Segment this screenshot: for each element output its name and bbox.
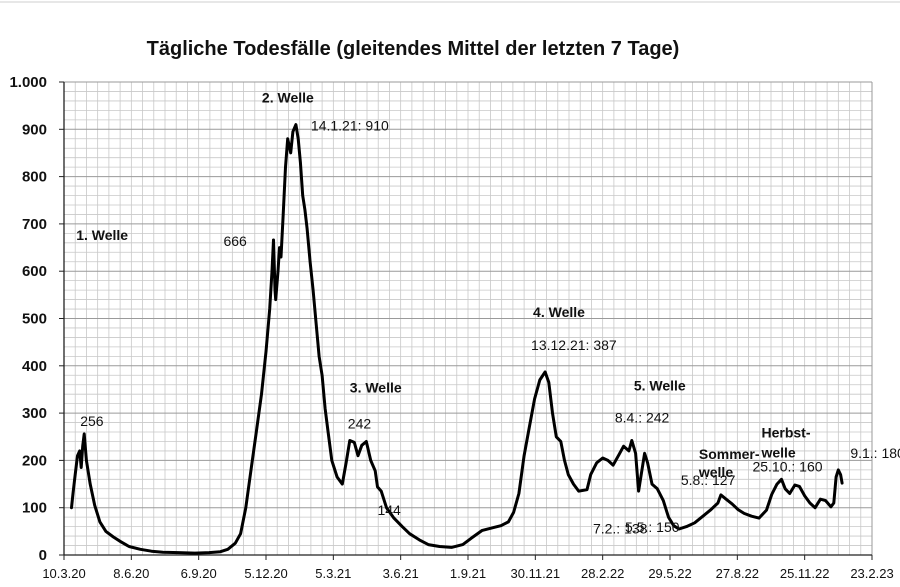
y-tick-label: 200 [22, 452, 47, 469]
wave-label: welle [760, 444, 795, 460]
x-tick-label: 3.6.21 [383, 566, 419, 581]
wave-label: 3. Welle [350, 380, 402, 396]
x-tick-label: 8.6.20 [113, 566, 149, 581]
wave-label: Herbst- [761, 424, 810, 440]
data-label: 14.1.21: 910 [311, 118, 389, 134]
x-tick-label: 27.8.22 [716, 566, 759, 581]
y-tick-label: 800 [22, 169, 47, 186]
x-tick-label: 5.3.21 [315, 566, 351, 581]
data-label: 13.12.21: 387 [531, 337, 617, 353]
x-tick-label: 23.2.23 [850, 566, 893, 581]
series-group [70, 123, 844, 555]
y-tick-label: 600 [22, 263, 47, 280]
y-tick-label: 1.000 [9, 74, 47, 91]
x-axis-ticks: 10.3.20 8.6.20 6.9.20 5.12.20 5.3.21 3.6.21 1.… [42, 555, 894, 581]
data-label: 666 [223, 233, 247, 249]
data-label: 25.10.: 160 [752, 458, 822, 474]
y-tick-label: 900 [22, 121, 47, 138]
y-tick-label: 400 [22, 358, 47, 375]
y-tick-label: 700 [22, 216, 47, 233]
data-label: 5.5.: 150 [625, 519, 680, 535]
y-tick-label: 100 [22, 500, 47, 517]
y-tick-label: 0 [39, 547, 47, 564]
grid [64, 81, 873, 555]
x-tick-label: 1.9.21 [450, 566, 486, 581]
y-tick-label: 500 [22, 311, 47, 328]
x-tick-label: 10.3.20 [42, 566, 85, 581]
wave-label: Sommer- [699, 446, 760, 462]
x-tick-label: 5.12.20 [244, 566, 287, 581]
x-tick-label: 28.2.22 [581, 566, 624, 581]
wave-label: welle [698, 464, 733, 480]
data-label: 256 [80, 413, 104, 429]
x-tick-label: 6.9.20 [181, 566, 217, 581]
data-label: 7.2.: 138 [593, 521, 648, 537]
y-tick-label: 300 [22, 405, 47, 422]
data-label: 144 [377, 502, 401, 518]
data-label: 242 [348, 416, 372, 432]
x-tick-label: 30.11.21 [511, 566, 561, 581]
wave-label: 4. Welle [533, 304, 585, 320]
annotation-group: 1. Welle 2. Welle 3. Welle 4. Welle 5. Welle… [76, 90, 900, 537]
series-line [70, 123, 844, 555]
data-label: 9.1.: 180 [850, 445, 900, 461]
x-tick-label: 29.5.22 [648, 566, 691, 581]
wave-label: 2. Welle [262, 90, 314, 106]
wave-label: 5. Welle [634, 378, 686, 394]
chart-title: Tägliche Todesfälle (gleitendes Mittel d… [147, 38, 680, 60]
y-axis-ticks: 0 100 200 300 400 500 600 700 800 900 1.000 [9, 74, 64, 564]
data-label: 5.8.: 127 [681, 472, 736, 488]
data-label: 8.4.: 242 [615, 410, 670, 426]
wave-label: 1. Welle [76, 227, 128, 243]
x-tick-label: 25.11.22 [780, 566, 830, 581]
